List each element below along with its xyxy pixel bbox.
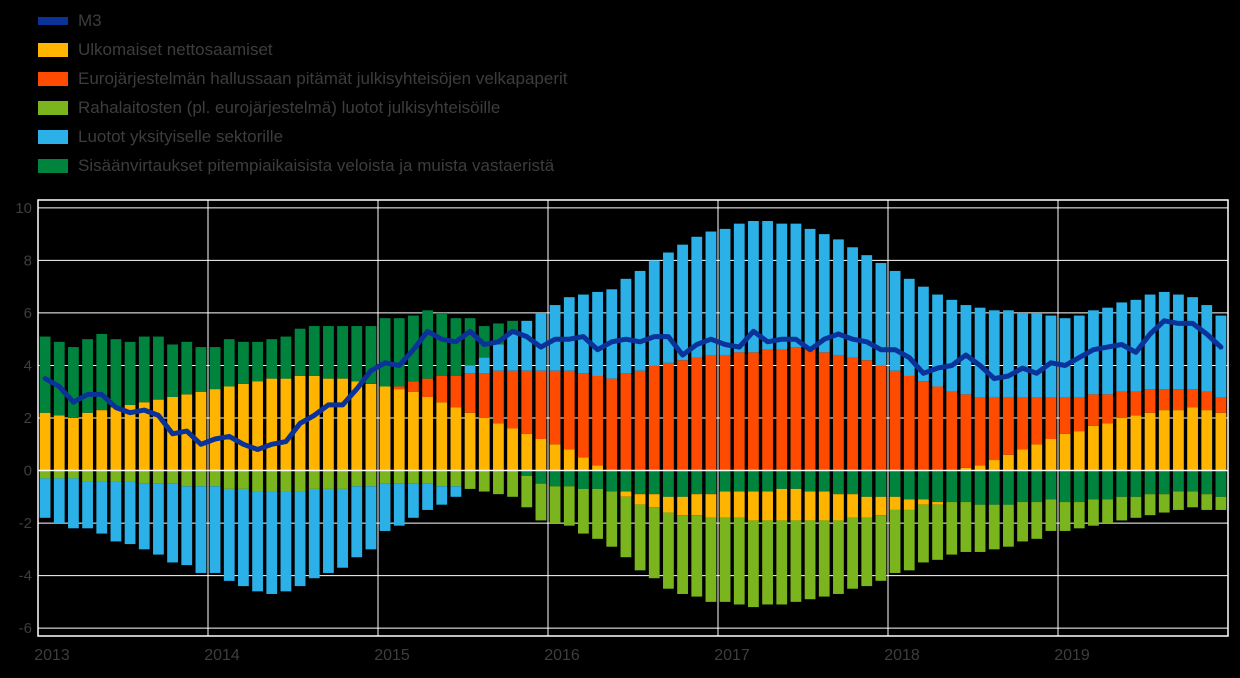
svg-text:-2: -2 <box>19 515 32 532</box>
m3-line <box>42 318 1224 452</box>
legend-label-m3: M3 <box>78 11 102 30</box>
legend-swatch-mfi-credit-to-government <box>38 100 68 115</box>
svg-text:6: 6 <box>24 305 32 322</box>
y-axis-labels: 10 8 6 4 2 0 -2 -4 -6 <box>15 200 32 637</box>
legend-swatch-eurosystem-government-securities <box>38 71 68 86</box>
svg-text:4: 4 <box>24 358 32 375</box>
legend-item-foreign-net-assets: Ulkomaiset nettosaamiset <box>38 35 567 64</box>
svg-text:2016: 2016 <box>544 647 580 664</box>
legend-item-mfi-credit-to-government: Rahalaitosten (pl. eurojärjestelmä) luot… <box>38 93 567 122</box>
x-axis-labels: 2013 2014 2015 2016 2017 2018 2019 <box>34 647 1090 664</box>
svg-text:0: 0 <box>24 463 32 480</box>
svg-text:2017: 2017 <box>714 647 750 664</box>
svg-text:2: 2 <box>24 410 32 427</box>
legend-item-eurosystem-government-securities: Eurojärjestelmän hallussaan pitämät julk… <box>38 64 567 93</box>
svg-text:10: 10 <box>15 200 32 217</box>
svg-text:2014: 2014 <box>204 647 240 664</box>
legend-swatch-longer-term-liabilities-other <box>38 158 68 173</box>
legend-item-credit-to-private-sector: Luotot yksityiselle sektorille <box>38 122 567 151</box>
legend-label-longer-term-liabilities-other: Sisäänvirtaukset pitempiaikaisista veloi… <box>78 156 555 175</box>
legend-swatch-foreign-net-assets <box>38 42 68 57</box>
legend-swatch-credit-to-private-sector <box>38 129 68 144</box>
svg-text:-4: -4 <box>19 568 32 585</box>
stacked-bars <box>39 221 1227 608</box>
legend-item-m3: M3 <box>38 6 567 35</box>
svg-text:-6: -6 <box>19 620 32 637</box>
svg-text:2015: 2015 <box>374 647 410 664</box>
legend-item-longer-term-liabilities-other: Sisäänvirtaukset pitempiaikaisista veloi… <box>38 151 567 180</box>
legend-label-credit-to-private-sector: Luotot yksityiselle sektorille <box>78 127 284 146</box>
legend-label-mfi-credit-to-government: Rahalaitosten (pl. eurojärjestelmä) luot… <box>78 98 501 117</box>
legend-swatch-m3-line <box>38 16 68 25</box>
legend: M3 Ulkomaiset nettosaamiset Eurojärjeste… <box>38 6 567 180</box>
legend-label-foreign-net-assets: Ulkomaiset nettosaamiset <box>78 40 273 59</box>
svg-text:2013: 2013 <box>34 647 70 664</box>
svg-text:8: 8 <box>24 252 32 269</box>
legend-label-eurosystem-government-securities: Eurojärjestelmän hallussaan pitämät julk… <box>78 69 568 88</box>
svg-text:2018: 2018 <box>884 647 920 664</box>
plot-frame <box>37 199 1229 637</box>
svg-text:2019: 2019 <box>1054 647 1090 664</box>
